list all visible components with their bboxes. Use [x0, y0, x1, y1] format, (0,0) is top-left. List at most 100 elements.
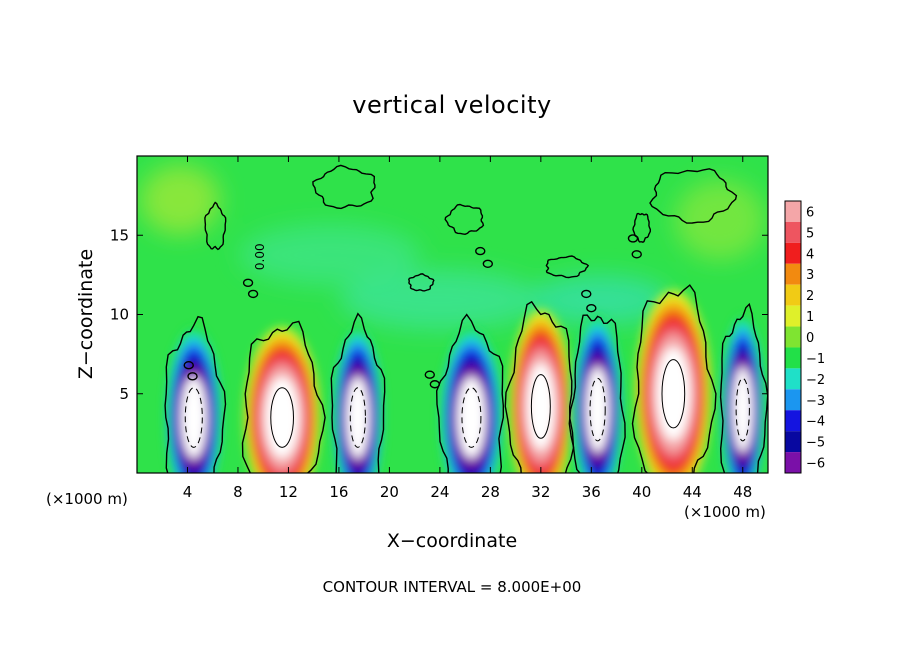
cell-negative-1 — [165, 327, 223, 473]
small-contour-loop — [586, 303, 597, 313]
cell-negative-2 — [332, 327, 384, 473]
colorbar-swatch — [785, 452, 801, 473]
zero-contour-upper — [204, 201, 227, 251]
cell-inner-contour — [589, 377, 606, 442]
y-axis-label: Z−coordinate — [75, 249, 97, 379]
small-contour-loop — [183, 361, 194, 370]
cell-positive-6 — [635, 290, 712, 473]
contour-labels: 0.00 — [253, 243, 267, 270]
cell-core — [656, 347, 691, 441]
colorbar-tick-label: 0 — [806, 331, 814, 346]
x-tick-label: 44 — [683, 483, 702, 501]
small-contour-loop — [475, 246, 486, 256]
colorbar-swatch — [785, 347, 801, 369]
x-unit-left: (×1000 m) — [46, 490, 128, 508]
colorbar-swatch — [785, 305, 801, 327]
zero-contour-upper — [649, 168, 738, 224]
x-tick-label: 4 — [183, 483, 193, 501]
colorbar-swatch — [785, 410, 801, 432]
small-contour-loop — [429, 380, 441, 389]
colorbar-swatch — [785, 201, 801, 222]
colorbar-tick-label: 2 — [806, 289, 814, 304]
cell-negative-5 — [572, 314, 623, 473]
small-contour-loop — [242, 278, 254, 287]
small-contour-loop — [482, 259, 494, 268]
colorbar-tick-label: 4 — [806, 247, 814, 262]
zero-contour-upper — [444, 203, 485, 236]
x-tick-label: 36 — [582, 483, 601, 501]
x-tick-label: 8 — [233, 483, 243, 501]
colorbar-swatch — [785, 263, 801, 285]
colorbar-tick-label: −2 — [806, 373, 825, 388]
y-tick-label: 10 — [110, 306, 129, 324]
colorbar-swatch — [785, 431, 801, 453]
colorbar-tick-label: 3 — [806, 268, 814, 283]
cell-inner-contour — [349, 387, 366, 448]
small-contour-loop — [247, 289, 259, 299]
colorbar-swatch — [785, 368, 801, 390]
zero-contour — [719, 302, 768, 473]
zero-contour-upper — [312, 164, 376, 210]
zero-contour — [435, 313, 504, 473]
zero-contour-upper — [632, 212, 651, 243]
colorbar-tick-label: −1 — [806, 352, 825, 367]
cell-negative-3 — [439, 327, 503, 473]
cell-core — [265, 376, 300, 459]
chart-title: vertical velocity — [352, 91, 551, 119]
heatmap-field — [137, 156, 768, 473]
cell-inner-contour — [661, 359, 686, 429]
colorbar-tick-label: 1 — [806, 310, 814, 325]
zero-contour-upper — [408, 273, 435, 292]
colorbar-tick-label: 5 — [806, 226, 814, 241]
x-tick-label: 12 — [279, 483, 298, 501]
cell-inner-contour — [270, 387, 294, 448]
x-tick-label: 40 — [632, 483, 651, 501]
zero-contour — [568, 314, 626, 473]
colorbar-tick-label: −5 — [806, 436, 825, 451]
colorbar-tick-label: −6 — [806, 457, 825, 472]
x-axis-ticks: 4 8 12 16 20 24 28 32 36 40 44 48 — [183, 156, 752, 501]
contour-interval-note: CONTOUR INTERVAL = 8.000E+00 — [323, 578, 582, 596]
colorbar-tick-label: −4 — [806, 415, 825, 430]
colorbar-swatch — [785, 221, 801, 243]
zero-contour — [164, 315, 227, 473]
colorbar-swatch — [785, 326, 801, 348]
small-contour-loop — [631, 250, 642, 259]
zero-contour — [330, 312, 386, 473]
colorbar-frame — [784, 200, 802, 474]
zero-contour — [631, 284, 717, 473]
cell-positive-4 — [509, 310, 573, 473]
y-axis-ticks: 5 10 15 — [110, 226, 768, 403]
x-tick-label: 20 — [380, 483, 399, 501]
x-tick-label: 32 — [531, 483, 550, 501]
cell-inner-contour — [735, 377, 750, 442]
zero-contour-upper — [545, 255, 590, 279]
zero-contour — [504, 300, 575, 473]
y-tick-label: 15 — [110, 226, 129, 244]
small-contour-loop — [627, 234, 639, 243]
colorbar: 6 5 4 3 2 1 0 −1 −2 −3 −4 −5 −6 — [784, 200, 825, 474]
x-unit-right: (×1000 m) — [684, 503, 766, 521]
small-contour-loop — [581, 289, 592, 299]
small-contour-loop — [187, 372, 198, 381]
cell-negative-7 — [720, 314, 765, 473]
small-contour-loop — [424, 370, 435, 379]
x-tick-label: 28 — [481, 483, 500, 501]
colorbar-swatch — [785, 389, 801, 411]
colorbar-tick-label: 6 — [806, 205, 814, 220]
cell-inner-contour — [184, 387, 203, 448]
x-tick-label: 24 — [430, 483, 449, 501]
contour-label: 0.00 — [253, 243, 267, 270]
zero-contours — [164, 164, 768, 473]
upper-turbulence-zone — [140, 165, 765, 330]
x-tick-label: 16 — [329, 483, 348, 501]
cell-inner-contour — [530, 374, 551, 439]
x-tick-label: 48 — [733, 483, 752, 501]
colorbar-tick-label: −3 — [806, 394, 825, 409]
colorbar-swatch — [785, 242, 801, 264]
y-tick-label: 5 — [119, 385, 129, 403]
colorbar-swatch — [785, 284, 801, 306]
zero-contour — [241, 320, 326, 473]
x-axis-label: X−coordinate — [387, 530, 517, 552]
